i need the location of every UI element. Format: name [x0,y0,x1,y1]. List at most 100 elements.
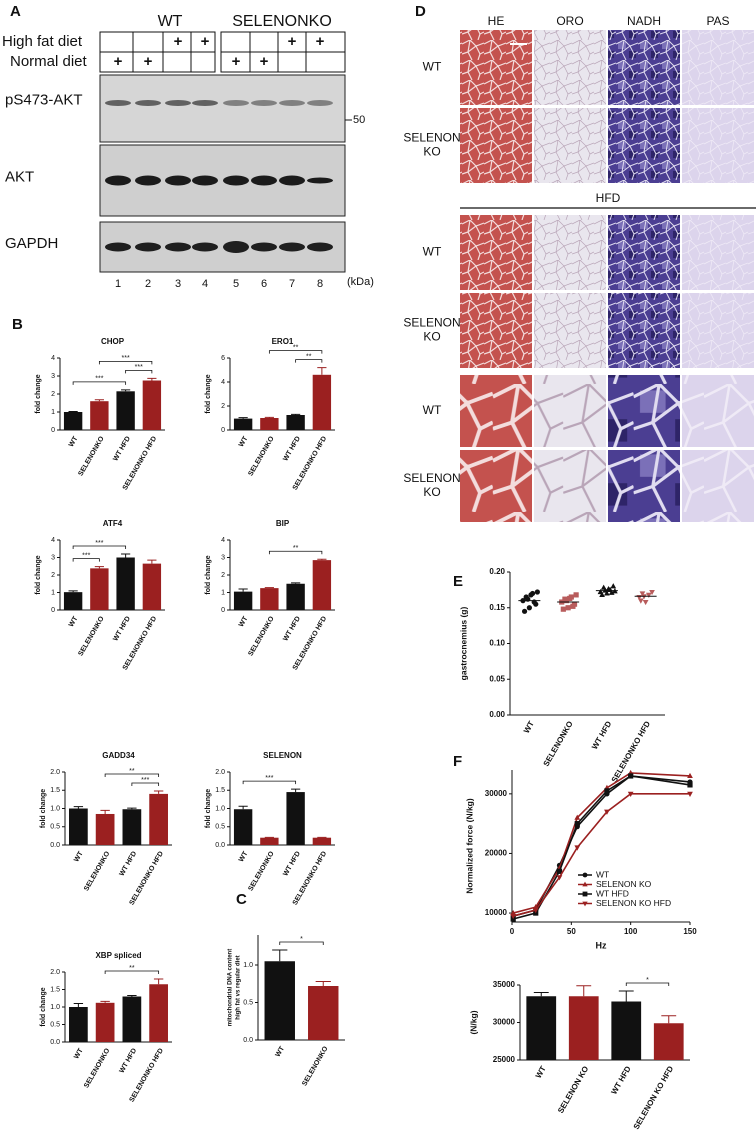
x-tick-label: WT [238,615,250,629]
row-label: SELENON KO [403,471,460,499]
panel-label: D [415,3,426,20]
bar [69,808,88,845]
bar [95,1002,115,1042]
marker [641,594,647,600]
x-tick-label: WT [73,850,85,864]
error-bar [264,587,274,589]
y-tick-label: 0.10 [489,639,505,648]
marker [604,809,610,815]
marker [574,821,580,827]
lane-number: 2 [145,278,151,290]
lane-number: 1 [115,278,121,290]
marker [556,868,563,874]
y-tick-label: 4 [51,355,55,362]
bar [286,415,305,430]
marker [532,907,539,914]
y-axis-label: fold change [40,789,47,828]
band [223,241,249,253]
y-tick-label: 0 [51,427,55,434]
bar [526,996,557,1060]
band [223,100,249,106]
band [307,177,333,184]
y-tick-label: 1.5 [50,986,60,993]
bar [260,837,279,845]
y-axis-label: gastrocnemius (g) [458,606,468,680]
bar [260,418,279,430]
band [105,175,131,186]
marker [608,589,615,595]
micrograph [682,30,754,105]
x-tick-label: WT HFD [112,615,132,642]
bar [149,984,168,1042]
error-bar [238,588,248,592]
band [105,242,131,252]
x-tick-label: SELENONKO [301,1045,330,1087]
error-bar [68,590,78,593]
lane-sign: + [144,53,153,70]
bar [90,568,109,610]
marker [642,599,649,606]
x-tick-label: SELENONKO [542,720,575,768]
x-tick-label: WT HFD [282,850,302,877]
panel-label: C [236,891,247,908]
x-tick-label: 150 [683,927,697,936]
y-tick-label: 20000 [485,849,508,858]
band [251,242,277,252]
x-tick-label: WT HFD [119,1047,139,1074]
micrograph [534,108,606,183]
error-bar [153,978,164,985]
y-tick-label: 0.05 [489,674,505,683]
panel-label: E [453,573,463,590]
error-bar [121,553,131,558]
error-bar [147,377,157,381]
bar [286,583,305,610]
significance-bracket [72,545,127,549]
band [135,175,161,186]
y-tick-label: 0.5 [50,1021,60,1028]
significance-bracket [268,550,323,555]
band [279,242,305,252]
row-label: SELENON KO [403,316,460,344]
error-bar [291,413,301,415]
bar [312,837,332,845]
marker [510,909,517,916]
bar [611,1001,642,1060]
significance-label: ** [129,965,135,972]
marker [687,791,693,797]
micrograph [460,375,532,447]
y-tick-label: 6 [221,355,225,362]
bar [312,374,332,430]
y-tick-label: 4 [221,537,225,544]
significance-label: *** [122,355,130,362]
panel-label: A [10,3,21,20]
micrograph [682,293,754,368]
marker [526,605,532,611]
marker [570,603,576,609]
y-tick-label: 2 [221,572,225,579]
significance-label: *** [265,775,273,782]
significance-label: ** [293,344,299,351]
marker [574,845,581,851]
blot-label: pS473-AKT [5,91,83,108]
y-tick-label: 2.0 [50,769,60,776]
error-bar [73,1003,84,1007]
marker [687,772,693,779]
row-label: WT [423,245,442,259]
row-label: Normal diet [10,53,88,70]
error-bar [73,806,84,809]
x-tick-label: SELENON KO HFD [632,1064,676,1131]
bar [69,1007,88,1042]
lane-sign: + [114,53,123,70]
significance-bracket [268,350,323,354]
lane-sign: + [288,33,297,50]
lane-sign: + [232,53,241,70]
band [279,100,305,106]
error-bar [315,981,331,986]
column-label: ORO [556,14,583,28]
error-bar [238,417,248,419]
band [307,242,333,252]
significance-label: *** [141,777,149,784]
y-tick-label: 1 [221,589,225,596]
micrograph [608,293,680,368]
error-bar [153,790,164,794]
